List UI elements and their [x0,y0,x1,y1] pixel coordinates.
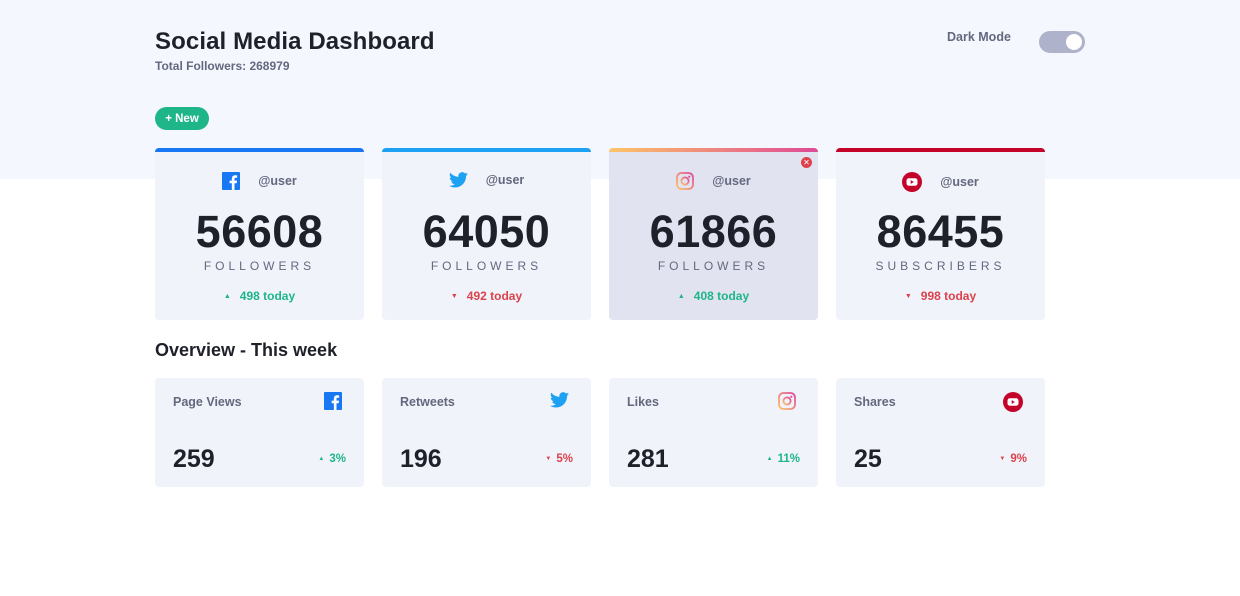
card-youtube[interactable]: @user 86455 SUBSCRIBERS ▼ 998 today [836,148,1045,320]
card-handle-text: @user [712,174,751,188]
card-handle-text: @user [940,175,979,189]
card-handle: @user [382,172,591,188]
card-accent-bar [609,148,818,152]
overview-change: ▲ 11% [767,453,800,465]
card-handle: @user [609,172,818,190]
arrow-up-icon: ▲ [318,456,325,462]
close-icon[interactable]: ✕ [801,157,812,168]
card-change-text: 408 today [693,289,750,303]
twitter-icon [448,172,468,188]
arrow-down-icon: ▼ [545,456,552,462]
card-instagram[interactable]: ✕ @user 61866 FOLLOWERS ▲ 408 today [609,148,818,320]
overview-label: Likes [627,395,659,409]
card-change-text: 998 today [920,289,977,303]
card-label: SUBSCRIBERS [875,259,1006,273]
card-change: ▲ 498 today [155,289,364,303]
overview-value: 281 [627,445,669,473]
overview-value: 259 [173,445,215,473]
card-handle-text: @user [485,173,525,187]
dark-mode-label: Dark Mode [947,30,1011,44]
overview-change-text: 11% [777,453,800,465]
card-handle: @user [155,172,364,190]
card-handle-text: @user [258,174,297,188]
card-count: 86455 [876,206,1005,257]
card-change-text: 492 today [466,289,523,303]
card-facebook[interactable]: @user 56608 FOLLOWERS ▲ 498 today [155,148,364,320]
card-count: 56608 [195,206,324,257]
instagram-icon [778,392,796,410]
arrow-down-icon: ▼ [999,456,1006,462]
overview-change: ▲ 3% [318,453,346,465]
overview-change: ▼ 5% [545,453,573,465]
card-change: ▼ 998 today [836,289,1045,303]
card-change: ▲ 408 today [609,289,818,303]
overview-card-likes[interactable]: Likes 281 ▲ 11% [609,378,818,487]
card-count: 61866 [649,206,778,257]
facebook-icon [222,172,241,190]
card-label: FOLLOWERS [657,259,770,273]
card-handle: @user [836,172,1045,192]
arrow-up-icon: ▲ [677,292,685,300]
youtube-icon [902,172,923,192]
overview-change-text: 9% [1010,453,1027,465]
page-header: Social Media Dashboard Total Followers: … [155,28,435,73]
dark-mode-toggle[interactable] [1039,31,1085,53]
toggle-knob [1066,34,1082,50]
card-accent-bar [382,148,591,152]
facebook-icon [324,392,342,410]
dark-mode-control: Dark Mode [947,30,1085,53]
arrow-up-icon: ▲ [223,292,231,300]
card-label: FOLLOWERS [430,259,543,273]
card-change-text: 498 today [239,289,296,303]
new-button[interactable]: + New [155,107,209,130]
overview-label: Shares [854,395,896,409]
youtube-icon [1003,392,1023,412]
card-label: FOLLOWERS [203,259,316,273]
overview-change-text: 3% [329,453,346,465]
card-twitter[interactable]: @user 64050 FOLLOWERS ▼ 492 today [382,148,591,320]
card-accent-bar [155,148,364,152]
overview-label: Page Views [173,395,242,409]
card-accent-bar [836,148,1045,152]
overview-card-page-views[interactable]: Page Views 259 ▲ 3% [155,378,364,487]
overview-title: Overview - This week [155,340,338,360]
overview-value: 25 [854,445,882,473]
arrow-down-icon: ▼ [904,292,912,300]
arrow-up-icon: ▲ [766,456,773,462]
overview-change: ▼ 9% [999,453,1027,465]
instagram-icon [676,172,695,190]
total-followers: Total Followers: 268979 [155,59,290,73]
overview-value: 196 [400,445,442,473]
page-title: Social Media Dashboard [155,28,435,55]
overview-label: Retweets [400,395,455,409]
overview-card-retweets[interactable]: Retweets 196 ▼ 5% [382,378,591,487]
card-count: 64050 [422,206,551,257]
twitter-icon [550,392,569,408]
overview-card-shares[interactable]: Shares 25 ▼ 9% [836,378,1045,487]
arrow-down-icon: ▼ [450,292,458,300]
overview-change-text: 5% [556,453,573,465]
card-change: ▼ 492 today [382,289,591,303]
